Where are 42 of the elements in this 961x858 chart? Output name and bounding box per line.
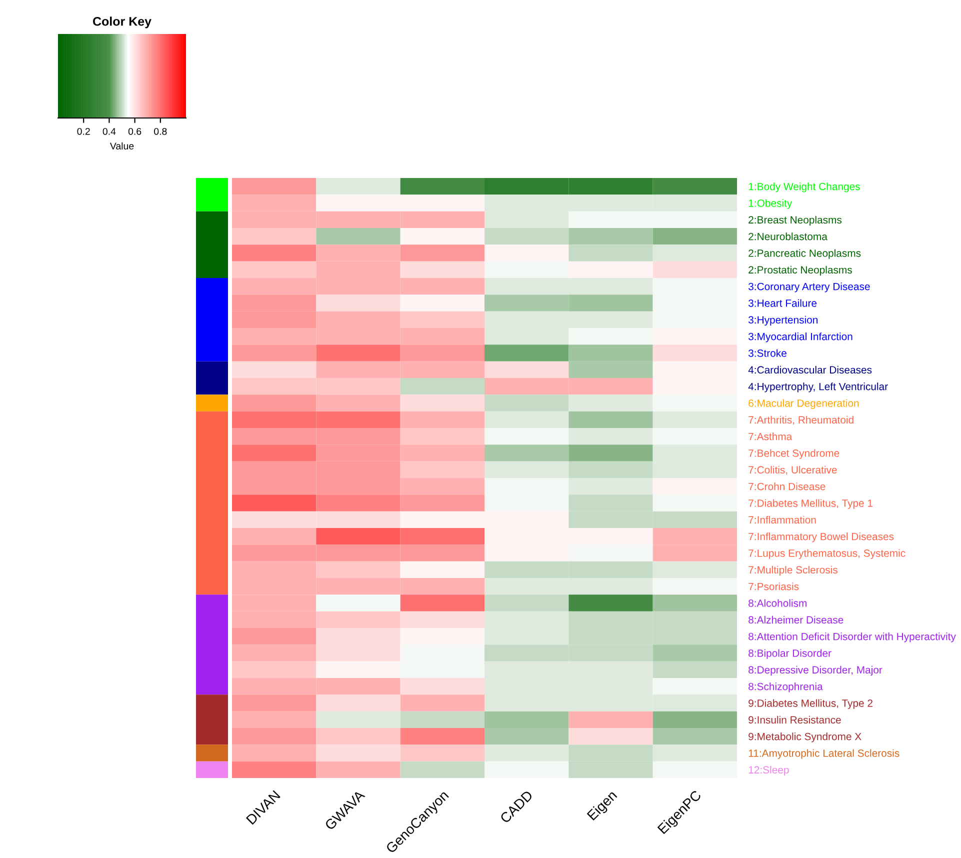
y-tick-label: 3:Heart Failure	[748, 299, 817, 307]
y-tick-label: 7:Colitis, Ulcerative	[748, 466, 837, 475]
y-tick-label: 7:Lupus Erythematosus, Systemic	[748, 549, 906, 559]
y-tick-label: 4:Cardiovascular Diseases	[748, 366, 872, 374]
y-tick-label: 8:Depressive Disorder, Major	[748, 666, 882, 676]
y-tick-label: 3:Myocardial Infarction	[748, 332, 852, 342]
y-tick-label: 3:Coronary Artery Disease	[748, 282, 870, 292]
color-bar-label: 0.4	[102, 128, 116, 135]
y-tick-label: 2:Neuroblastoma	[748, 232, 828, 240]
y-tick-label: 3:Stroke	[748, 349, 786, 357]
y-tick-label: 11:Amyotrophic Lateral Sclerosis	[748, 749, 900, 759]
y-tick-label: 9:Metabolic Syndrome X	[748, 732, 862, 742]
y-tick-label: 4:Hypertrophy, Left Ventricular	[748, 382, 888, 392]
y-tick-label: 8:Schizophrenia	[748, 682, 823, 692]
y-tick-label: 7:Crohn Disease	[748, 482, 826, 490]
y-tick-label: 8:Bipolar Disorder	[748, 649, 832, 659]
y-tick-label: 2:Pancreatic Neoplasms	[748, 249, 861, 259]
y-tick-label: 7:Diabetes Mellitus, Type 1	[748, 499, 872, 509]
color-bar-label: 0.8	[154, 128, 167, 135]
color-bar-title: Value	[110, 142, 134, 150]
y-tick-label: 2:Prostatic Neoplasms	[748, 266, 852, 276]
y-tick-label: 7:Psoriasis	[748, 582, 799, 590]
y-tick-label: 2:Breast Neoplasms	[748, 216, 842, 226]
y-tick-label: 1:Obesity	[748, 199, 792, 209]
y-tick-label: 7:Behcet Syndrome	[748, 449, 840, 459]
y-tick-label: 7:Inflammation	[748, 516, 816, 524]
y-tick-label: 3:Hypertension	[748, 316, 818, 326]
y-tick-label: 9:Insulin Resistance	[748, 716, 841, 724]
y-tick-label: 7:Arthritis, Rheumatoid	[748, 416, 854, 425]
y-tick-label: 8:Alzheimer Disease	[748, 616, 844, 624]
y-tick-label: 7:Multiple Sclerosis	[748, 566, 838, 576]
y-tick-label: 7:Inflammatory Bowel Diseases	[748, 532, 894, 542]
y-tick-label: 6:Macular Degeneration	[748, 399, 859, 409]
color-bar-label: 0.6	[128, 128, 142, 135]
color-bar-label: 0.2	[77, 128, 90, 135]
y-tick-label: 12:Sleep	[748, 766, 789, 776]
y-tick-label: 8:Attention Deficit Disorder with Hyperactivity	[748, 632, 956, 642]
y-tick-label: 9:Diabetes Mellitus, Type 2	[748, 699, 872, 709]
legend-title: Color Key	[92, 16, 152, 28]
y-tick-label: 7:Asthma	[748, 432, 792, 440]
y-tick-label: 8:Alcoholism	[748, 599, 806, 607]
y-tick-label: 1:Body Weight Changes	[748, 182, 860, 192]
